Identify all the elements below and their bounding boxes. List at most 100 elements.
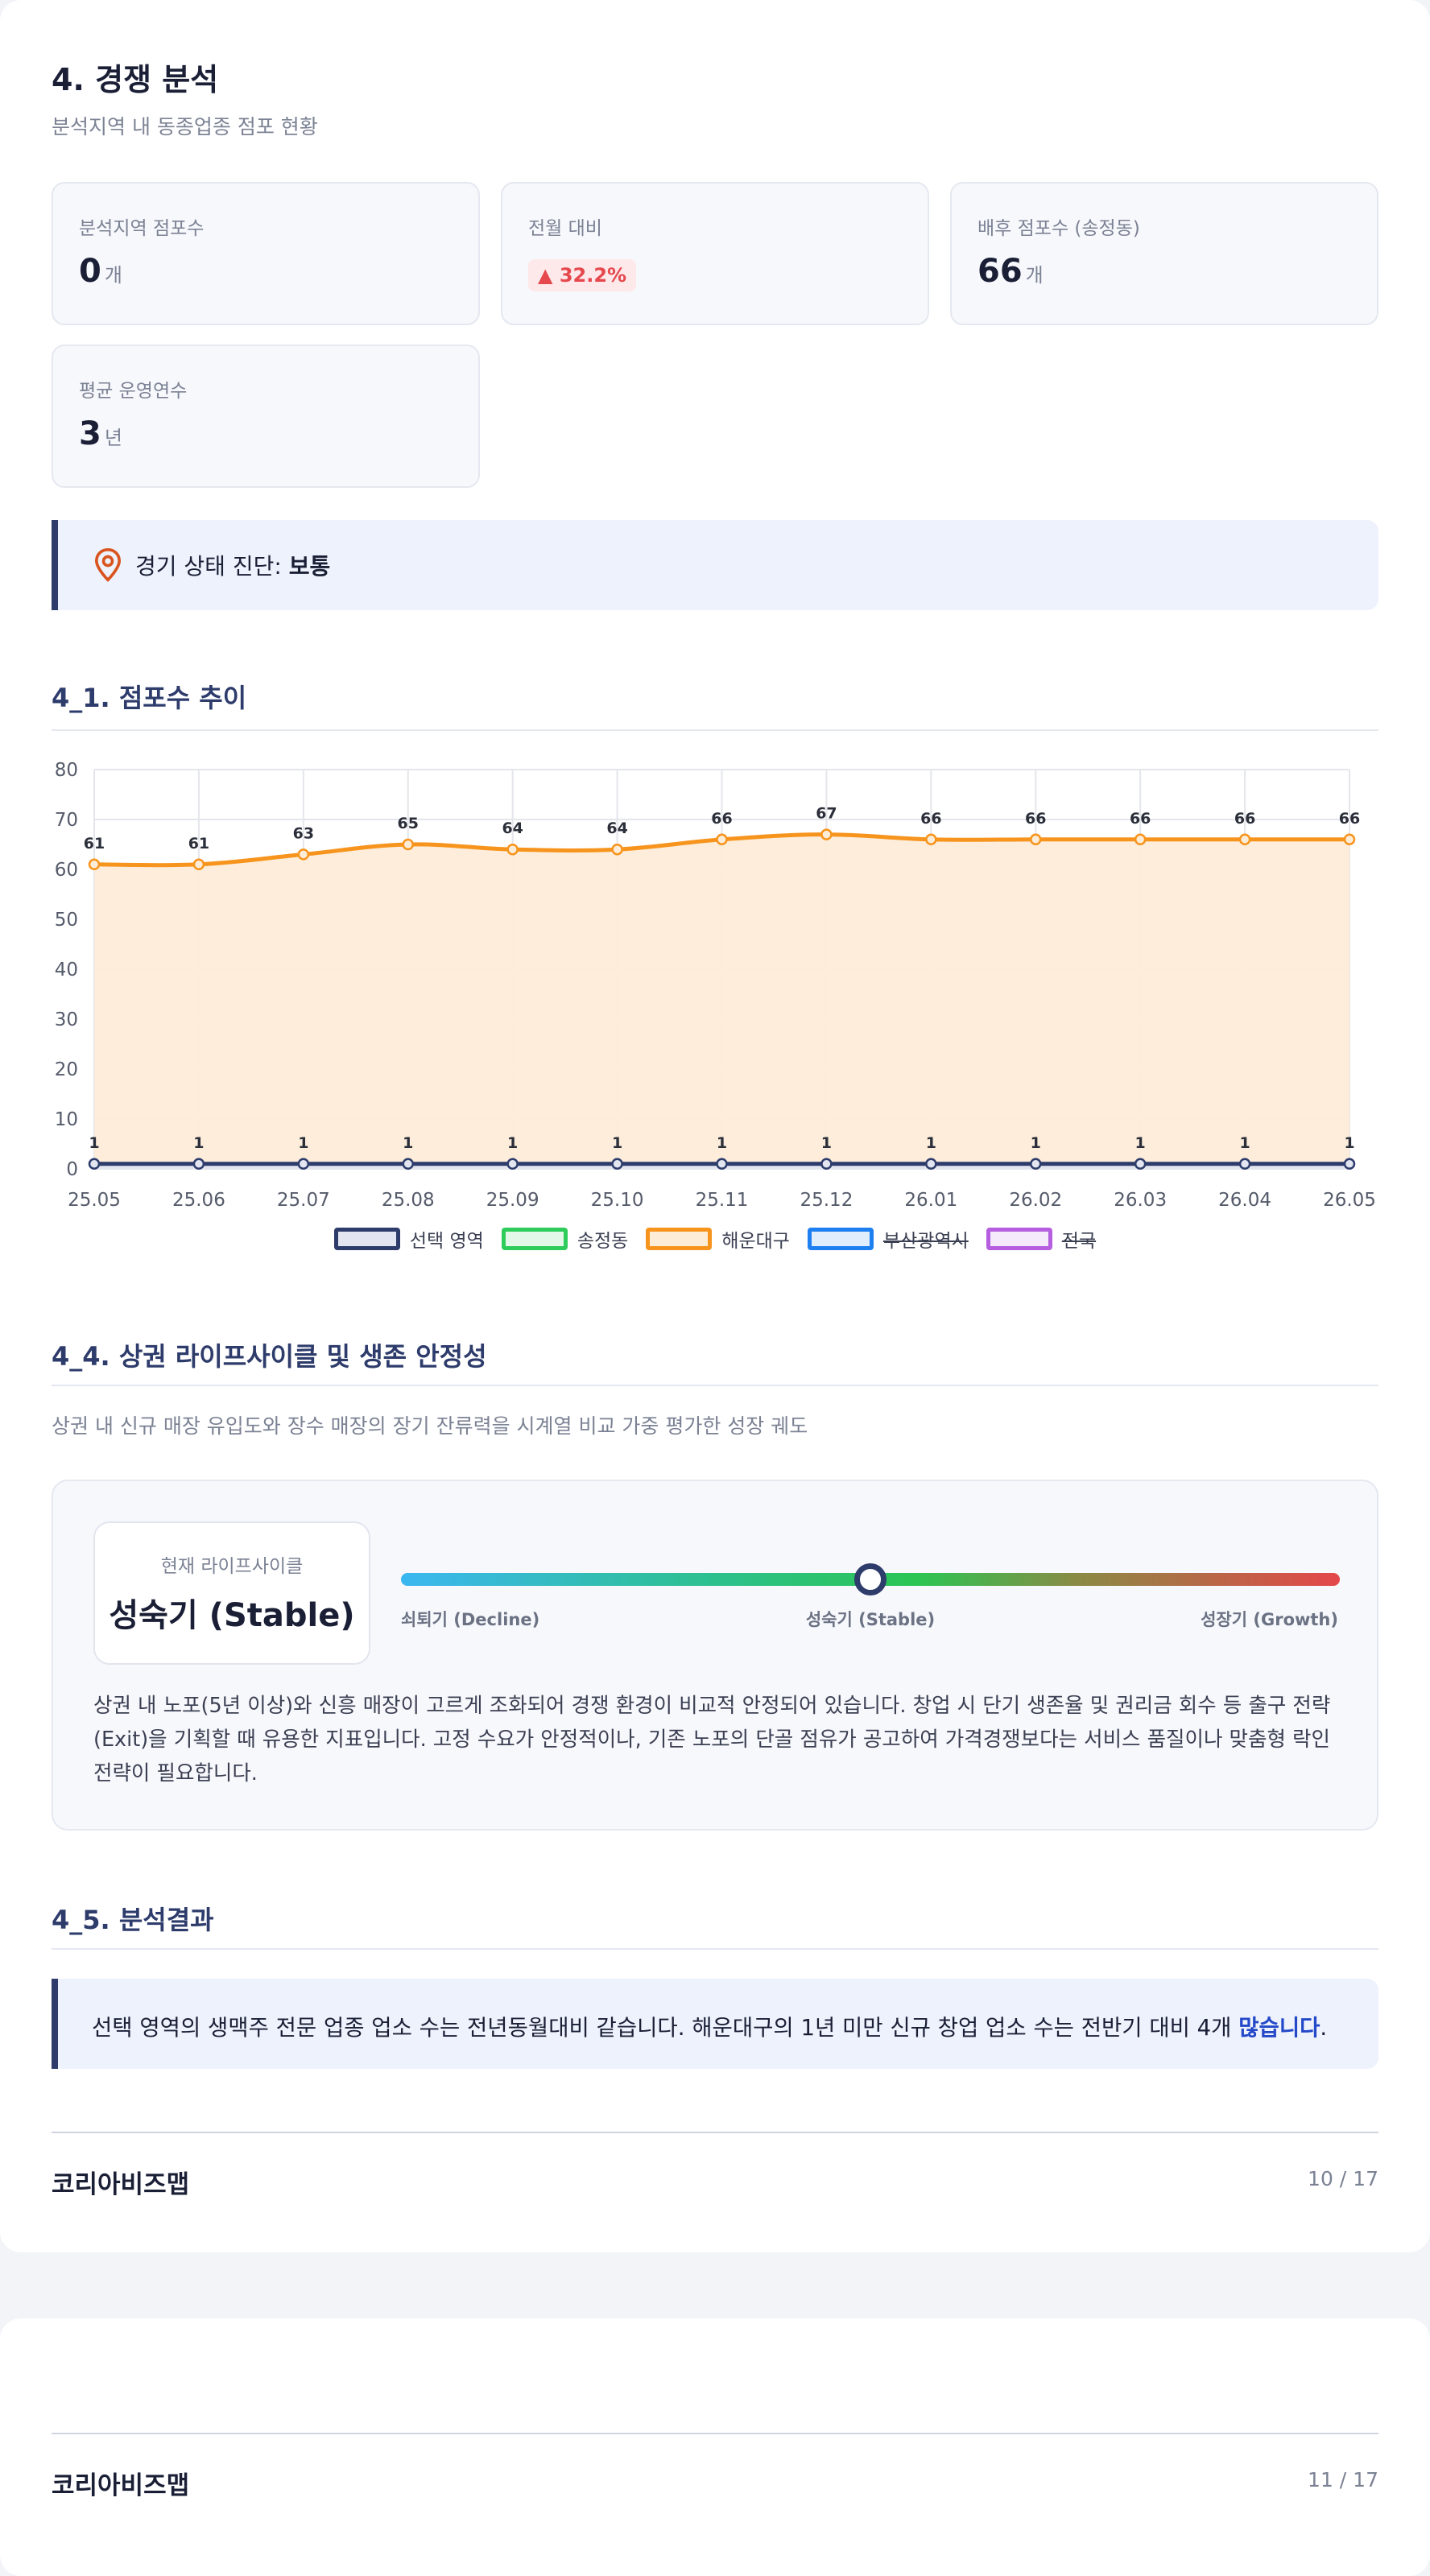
x-tick-label: 25.08 (382, 1190, 435, 1211)
data-point (192, 858, 205, 871)
legend-label: 전국 (1061, 1231, 1097, 1252)
lifecycle-gradient-track (401, 1563, 1340, 1596)
stat-label: 평균 운영연수 (79, 381, 188, 402)
tick-stable: 성숙기 (Stable) (805, 1610, 936, 1629)
data-point (820, 828, 833, 840)
stat-card-background-stores: 배후 점포수 (송정동) 66 개 (950, 182, 1378, 325)
lifecycle-card: 현재 라이프사이클 성숙기 (Stable) 쇠퇴기 (Decline) 성숙기… (52, 1480, 1378, 1831)
data-point (716, 1158, 728, 1170)
data-label: 65 (398, 815, 419, 832)
y-tick-label: 30 (55, 1009, 78, 1030)
legend-item[interactable]: 부산광역시 (807, 1225, 969, 1253)
data-label: 63 (293, 824, 314, 842)
chart-area-fills (94, 834, 1349, 1169)
legend-swatch (807, 1228, 874, 1250)
chart-axis-labels: 0 10 20 30 40 50 60 70 80 25.05 25.06 25.07 25.08 25.… (55, 760, 1376, 1211)
data-label: 64 (606, 819, 627, 837)
chart-data-points (88, 828, 1356, 1170)
data-label: 1 (298, 1134, 308, 1152)
data-point (1343, 833, 1356, 846)
lifecycle-position-marker (854, 1563, 887, 1596)
x-tick-label: 25.10 (591, 1190, 644, 1211)
data-label: 67 (816, 805, 837, 823)
footer-divider (52, 2433, 1378, 2434)
data-point (925, 1158, 937, 1170)
y-tick-label: 80 (55, 760, 78, 781)
section-title-result: 4_5. 분석결과 (52, 1905, 214, 1935)
section-divider (52, 1948, 1378, 1950)
data-label: 1 (193, 1134, 204, 1152)
x-tick-label: 25.05 (68, 1190, 121, 1211)
result-body: 선택 영역의 생맥주 전문 업종 업소 수는 전년동월대비 같습니다. 해운대구… (92, 2015, 1239, 2041)
page-number: 11 / 17 (1308, 2468, 1378, 2491)
data-label: 66 (1025, 810, 1046, 828)
stat-number: 3 (79, 415, 101, 452)
page-subtitle: 분석지역 내 동종업종 점포 현황 (52, 115, 318, 138)
legend-label: 선택 영역 (409, 1231, 484, 1252)
section-divider (52, 729, 1378, 731)
legend-item[interactable]: 선택 영역 (333, 1225, 484, 1253)
y-tick-label: 20 (55, 1059, 78, 1080)
diagnosis-label: 경기 상태 진단: (135, 553, 289, 580)
data-point (297, 1158, 310, 1170)
data-label: 66 (920, 810, 941, 828)
x-tick-label: 25.12 (800, 1190, 853, 1211)
data-label: 66 (1339, 810, 1360, 828)
data-label: 64 (502, 819, 523, 837)
tick-decline: 쇠퇴기 (Decline) (401, 1610, 540, 1629)
x-tick-label: 26.05 (1323, 1190, 1376, 1211)
data-point (506, 1158, 519, 1170)
data-label: 1 (1344, 1134, 1354, 1152)
legend-swatch (986, 1228, 1052, 1250)
y-tick-label: 10 (55, 1109, 78, 1130)
data-label: 1 (612, 1134, 622, 1152)
x-tick-label: 26.04 (1218, 1190, 1271, 1211)
chart-data-labels: 61 61 63 65 64 64 66 67 66 66 66 66 66 1 1 1 1 1 1 1 1 1 1 1 1 1 (84, 805, 1360, 1152)
legend-label: 송정동 (577, 1231, 629, 1252)
data-point (402, 1158, 414, 1170)
data-point (716, 833, 728, 846)
data-label: 66 (1130, 810, 1151, 828)
data-point (1030, 1158, 1042, 1170)
data-point (1238, 833, 1251, 846)
current-stage-label: 현재 라이프사이클 (160, 1556, 304, 1577)
stat-value: 66 개 (977, 253, 1044, 290)
data-point (1134, 833, 1147, 846)
y-tick-label: 50 (55, 910, 78, 931)
section-divider (52, 1385, 1378, 1386)
current-stage-value: 성숙기 (Stable) (109, 1597, 355, 1634)
data-label: 1 (821, 1134, 832, 1152)
data-point (611, 1158, 623, 1170)
y-tick-label: 40 (55, 960, 78, 980)
data-point (1134, 1158, 1147, 1170)
y-tick-label: 70 (55, 810, 78, 831)
x-tick-label: 26.03 (1114, 1190, 1167, 1211)
lifecycle-explanation: 상권 내 노포(5년 이상)와 신흥 매장이 고르게 조화되어 경쟁 환경이 비… (93, 1694, 1331, 1785)
x-tick-label: 25.09 (486, 1190, 539, 1211)
data-point (820, 1158, 833, 1170)
data-label: 1 (89, 1134, 99, 1152)
data-point (192, 1158, 205, 1170)
tick-growth: 성장기 (Growth) (1201, 1610, 1338, 1629)
data-point (1030, 833, 1042, 846)
stat-number: 66 (977, 253, 1023, 290)
data-label: 61 (188, 835, 209, 852)
data-point (402, 838, 414, 851)
map-pin-icon (94, 547, 122, 582)
section-title-store-trend: 4_1. 점포수 추이 (52, 683, 247, 713)
legend-item[interactable]: 전국 (986, 1225, 1096, 1253)
legend-item[interactable]: 송정동 (501, 1225, 629, 1253)
result-suffix: . (1320, 2015, 1328, 2041)
x-tick-label: 25.11 (696, 1190, 749, 1211)
stat-card-mom-change: 전월 대비 ▲ 32.2% (501, 182, 929, 325)
data-point (506, 843, 519, 856)
data-label: 1 (1239, 1134, 1250, 1152)
data-label: 1 (403, 1134, 413, 1152)
legend-item[interactable]: 해운대구 (646, 1225, 790, 1253)
legend-swatch (333, 1228, 400, 1250)
page-number: 10 / 17 (1308, 2167, 1378, 2190)
